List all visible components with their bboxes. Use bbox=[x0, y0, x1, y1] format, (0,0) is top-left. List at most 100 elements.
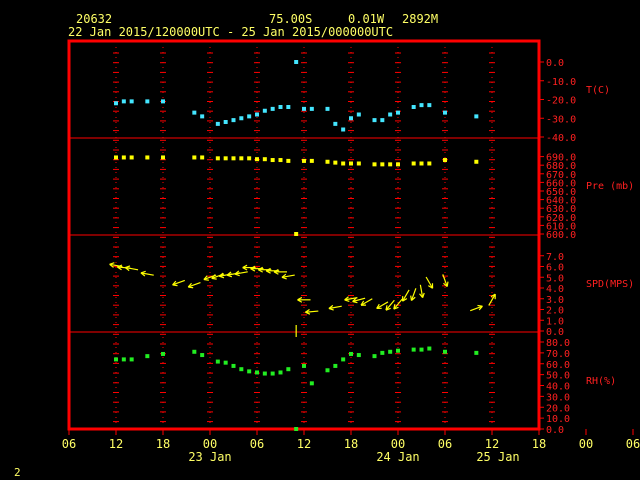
y-tick-label: 600.0 bbox=[546, 230, 576, 241]
rh-point bbox=[121, 357, 126, 362]
x-tick-label: 06 bbox=[626, 437, 640, 451]
rh-point bbox=[380, 350, 385, 355]
wind-arrow bbox=[376, 301, 389, 309]
wind-arrow-head bbox=[203, 278, 209, 281]
temperature-point bbox=[372, 118, 377, 123]
y-tick-label: 4.0 bbox=[546, 284, 564, 295]
wind-arrow-head bbox=[226, 271, 232, 276]
wind-arrow-head bbox=[140, 272, 146, 277]
wind-arrow-head bbox=[419, 293, 424, 299]
wind-arrow-head bbox=[477, 304, 483, 307]
temperature-point bbox=[270, 106, 275, 111]
wind-arrow bbox=[419, 284, 424, 298]
wind-arrow bbox=[234, 271, 248, 275]
wind-arrow-head bbox=[393, 304, 396, 310]
temperature-point bbox=[427, 103, 432, 108]
y-tick-label: 60.0 bbox=[546, 360, 570, 371]
x-tick-label: 00 bbox=[391, 437, 405, 451]
rh-point bbox=[255, 370, 259, 375]
pressure-point bbox=[114, 155, 118, 160]
pressure-point bbox=[255, 157, 259, 162]
temperature-point bbox=[231, 118, 236, 123]
wind-arrow-head bbox=[219, 275, 225, 279]
rh-point bbox=[356, 353, 361, 358]
pressure-point bbox=[192, 155, 197, 160]
wind-arrow-head bbox=[328, 307, 334, 311]
rh-point bbox=[341, 357, 346, 362]
temperature-point bbox=[200, 114, 205, 119]
x-tick-label: 12 bbox=[297, 437, 311, 451]
wind-arrow bbox=[305, 310, 319, 313]
temperature-point bbox=[223, 120, 228, 124]
rh-point bbox=[427, 346, 432, 351]
rh-point bbox=[388, 349, 393, 354]
pressure-point bbox=[427, 161, 432, 166]
wind-arrow-head bbox=[273, 268, 279, 273]
wind-arrow bbox=[328, 305, 342, 310]
x-tick-label: 18 bbox=[532, 437, 546, 451]
pressure-point bbox=[411, 161, 416, 166]
wind-arrow-head bbox=[258, 269, 264, 273]
wind-arrow bbox=[360, 298, 373, 306]
wind-arrow-head bbox=[385, 307, 391, 311]
temperature-point bbox=[192, 110, 197, 115]
temperature-point bbox=[349, 116, 353, 121]
rh-point bbox=[278, 370, 283, 375]
wind-arrow-head bbox=[297, 296, 303, 301]
temperature-point bbox=[129, 99, 134, 104]
temperature-point bbox=[215, 121, 220, 126]
wind-arrow-head bbox=[203, 275, 208, 280]
wind-arrow-head bbox=[211, 277, 217, 280]
wind-arrow-head bbox=[281, 276, 287, 280]
wind-arrow bbox=[125, 266, 139, 271]
rh-point bbox=[129, 357, 134, 362]
y-tick-label: 690.0 bbox=[546, 153, 576, 164]
x-date-label: 25 Jan bbox=[476, 450, 519, 464]
pressure-point bbox=[247, 156, 252, 161]
wind-arrow-head bbox=[234, 273, 240, 277]
wind-arrow-head bbox=[344, 296, 349, 301]
temperature-point bbox=[388, 112, 393, 117]
y-tick-label: 70.0 bbox=[546, 349, 570, 360]
x-tick-label: 12 bbox=[485, 437, 499, 451]
wind-arrow-head bbox=[117, 266, 122, 271]
wind-arrow-head bbox=[478, 305, 483, 311]
time-period: 22 Jan 2015/120000UTC - 25 Jan 2015/0000… bbox=[68, 25, 394, 39]
y-tick-label: 10.0 bbox=[546, 414, 570, 425]
pressure-point bbox=[372, 162, 377, 167]
wind-arrow-head bbox=[490, 293, 496, 298]
y-tick-label: 670.0 bbox=[546, 170, 576, 181]
y-tick-label: 50.0 bbox=[546, 371, 570, 382]
pressure-point bbox=[380, 162, 385, 167]
wind-arrow-head bbox=[109, 263, 114, 268]
y-tick-label: 20.0 bbox=[546, 403, 570, 414]
longitude: 0.01W bbox=[348, 12, 385, 26]
y-tick-label: 0.0 bbox=[546, 58, 564, 69]
y-tick-label: 40.0 bbox=[546, 382, 570, 393]
panel-title: T(C) bbox=[586, 85, 610, 96]
panel-title: SPD(MPS) bbox=[586, 279, 634, 290]
wind-arrow bbox=[188, 281, 201, 288]
pressure-point bbox=[333, 160, 338, 165]
temperature-point bbox=[411, 105, 416, 109]
wind-arrow bbox=[425, 276, 434, 289]
wind-arrow-head bbox=[242, 264, 248, 269]
wind-arrow-head bbox=[188, 286, 194, 289]
y-tick-label: 620.0 bbox=[546, 213, 576, 224]
y-tick-label: 5.0 bbox=[546, 273, 564, 284]
temperature-point bbox=[262, 108, 267, 113]
wind-arrow bbox=[402, 289, 410, 302]
rh-point bbox=[215, 359, 220, 364]
wind-arrow-head bbox=[234, 270, 240, 275]
rh-point bbox=[325, 368, 330, 373]
x-tick-label: 06 bbox=[438, 437, 452, 451]
wind-arrow-head bbox=[385, 305, 388, 311]
rh-point-outlier bbox=[294, 427, 299, 431]
pressure-point bbox=[286, 158, 291, 163]
pressure-point bbox=[121, 155, 126, 160]
pressure-point bbox=[302, 158, 306, 163]
rh-point bbox=[349, 351, 353, 356]
x-tick-label: 06 bbox=[250, 437, 264, 451]
wind-arrow bbox=[488, 293, 496, 306]
